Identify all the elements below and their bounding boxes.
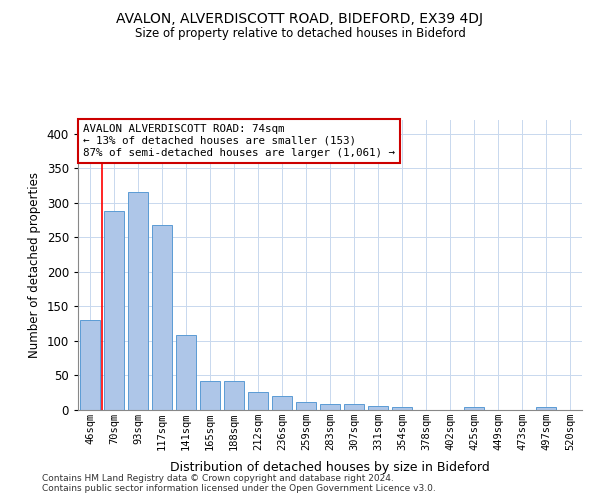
Text: Contains HM Land Registry data © Crown copyright and database right 2024.: Contains HM Land Registry data © Crown c…: [42, 474, 394, 483]
Bar: [368, 406, 388, 410]
Bar: [536, 407, 556, 410]
Bar: [80, 320, 100, 410]
Bar: [344, 404, 364, 410]
Text: AVALON, ALVERDISCOTT ROAD, BIDEFORD, EX39 4DJ: AVALON, ALVERDISCOTT ROAD, BIDEFORD, EX3…: [116, 12, 484, 26]
X-axis label: Distribution of detached houses by size in Bideford: Distribution of detached houses by size …: [170, 462, 490, 474]
Bar: [200, 381, 220, 410]
Text: AVALON ALVERDISCOTT ROAD: 74sqm
← 13% of detached houses are smaller (153)
87% o: AVALON ALVERDISCOTT ROAD: 74sqm ← 13% of…: [83, 124, 395, 158]
Bar: [128, 192, 148, 410]
Text: Size of property relative to detached houses in Bideford: Size of property relative to detached ho…: [134, 28, 466, 40]
Bar: [296, 402, 316, 410]
Bar: [464, 407, 484, 410]
Bar: [392, 407, 412, 410]
Bar: [104, 211, 124, 410]
Bar: [272, 396, 292, 410]
Bar: [152, 225, 172, 410]
Text: Contains public sector information licensed under the Open Government Licence v3: Contains public sector information licen…: [42, 484, 436, 493]
Bar: [224, 381, 244, 410]
Y-axis label: Number of detached properties: Number of detached properties: [28, 172, 41, 358]
Bar: [176, 336, 196, 410]
Bar: [320, 404, 340, 410]
Bar: [248, 392, 268, 410]
